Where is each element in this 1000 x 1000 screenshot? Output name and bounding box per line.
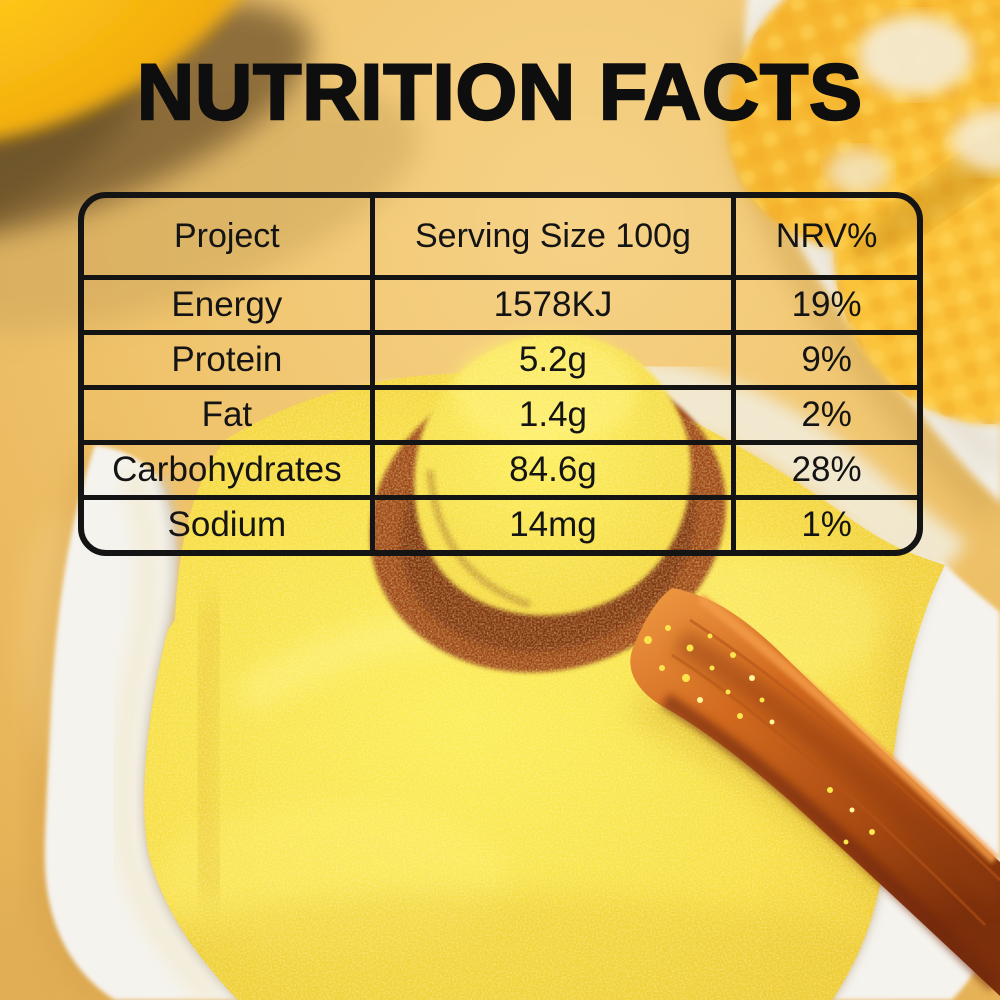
- table-row-fat: Fat 1.4g 2%: [84, 385, 917, 440]
- corn-cobs: [727, 0, 1000, 440]
- nutrient-name-cell: Carbohydrates: [112, 450, 342, 489]
- column-header-project: Project: [173, 217, 280, 255]
- wooden-spoon-handle: [630, 588, 1000, 996]
- nutrient-name-cell: Fat: [201, 395, 253, 434]
- nutrient-name-cell: Protein: [171, 340, 283, 379]
- flour-speckles: [644, 625, 875, 845]
- nrv-value-cell: 9%: [731, 335, 917, 385]
- table-row-protein: Protein 5.2g 9%: [84, 330, 917, 385]
- column-header-nrv: NRV%: [731, 198, 917, 275]
- yellow-corn-corner: [0, 0, 419, 333]
- serving-value-cell: 1578KJ: [369, 280, 732, 330]
- serving-value-cell: 1.4g: [369, 390, 732, 440]
- table-row-sodium: Sodium 14mg 1%: [84, 495, 917, 550]
- nutrient-name-cell: Sodium: [167, 505, 287, 544]
- table-row-energy: Energy 1578KJ 19%: [84, 275, 917, 330]
- serving-value-cell: 14mg: [369, 500, 732, 550]
- table-row-carbohydrates: Carbohydrates 84.6g 28%: [84, 440, 917, 495]
- nrv-value-cell: 28%: [731, 445, 917, 495]
- page-title: NUTRITION FACTS: [136, 47, 863, 136]
- nutrient-name-cell: Energy: [171, 285, 283, 324]
- nutrition-table: Project Serving Size 100g NRV% Energy 15…: [78, 192, 923, 556]
- column-header-serving-size: Serving Size 100g: [369, 198, 732, 275]
- serving-value-cell: 84.6g: [369, 445, 732, 495]
- nrv-value-cell: 2%: [731, 390, 917, 440]
- serving-value-cell: 5.2g: [369, 335, 732, 385]
- nrv-value-cell: 19%: [731, 280, 917, 330]
- nrv-value-cell: 1%: [731, 500, 917, 550]
- table-header-row: Project Serving Size 100g NRV%: [84, 198, 917, 275]
